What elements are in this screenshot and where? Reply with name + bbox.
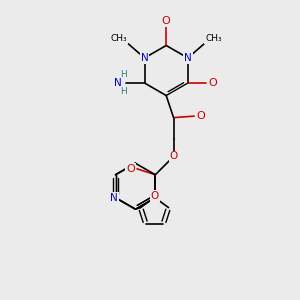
Text: H: H [121, 70, 127, 79]
Text: CH₃: CH₃ [111, 34, 127, 43]
Text: O: O [208, 78, 217, 88]
Text: O: O [162, 16, 171, 26]
Text: CH₃: CH₃ [205, 34, 222, 43]
Text: O: O [196, 111, 205, 121]
Text: O: O [150, 191, 159, 201]
Text: N: N [184, 53, 192, 63]
Text: O: O [126, 164, 135, 174]
Text: N: N [110, 193, 118, 203]
Text: H: H [121, 87, 127, 96]
Text: N: N [114, 78, 122, 88]
Text: N: N [141, 53, 148, 63]
Text: O: O [169, 152, 178, 161]
